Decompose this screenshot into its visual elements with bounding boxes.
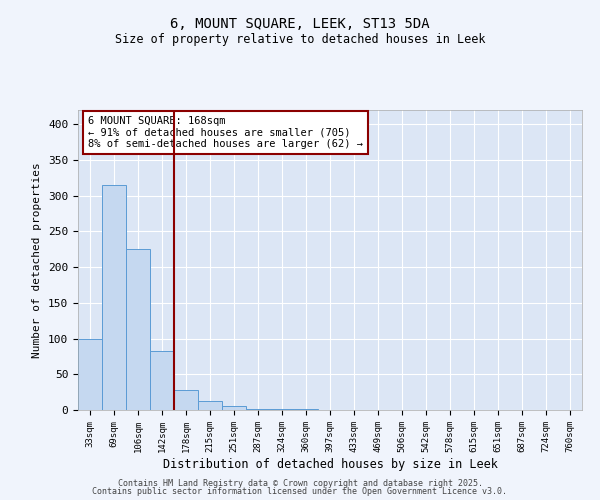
Bar [222,406,246,410]
Text: 6, MOUNT SQUARE, LEEK, ST13 5DA: 6, MOUNT SQUARE, LEEK, ST13 5DA [170,18,430,32]
Bar [78,338,102,410]
Text: Contains public sector information licensed under the Open Government Licence v3: Contains public sector information licen… [92,487,508,496]
Y-axis label: Number of detached properties: Number of detached properties [32,162,43,358]
Text: Size of property relative to detached houses in Leek: Size of property relative to detached ho… [115,32,485,46]
Bar [126,250,150,410]
Bar [198,402,222,410]
Bar [246,408,270,410]
Text: Contains HM Land Registry data © Crown copyright and database right 2025.: Contains HM Land Registry data © Crown c… [118,478,482,488]
Bar [270,408,294,410]
Bar [150,352,174,410]
Bar [102,185,126,410]
Bar [294,408,318,410]
Bar [174,390,198,410]
Text: 6 MOUNT SQUARE: 168sqm
← 91% of detached houses are smaller (705)
8% of semi-det: 6 MOUNT SQUARE: 168sqm ← 91% of detached… [88,116,363,149]
X-axis label: Distribution of detached houses by size in Leek: Distribution of detached houses by size … [163,458,497,470]
